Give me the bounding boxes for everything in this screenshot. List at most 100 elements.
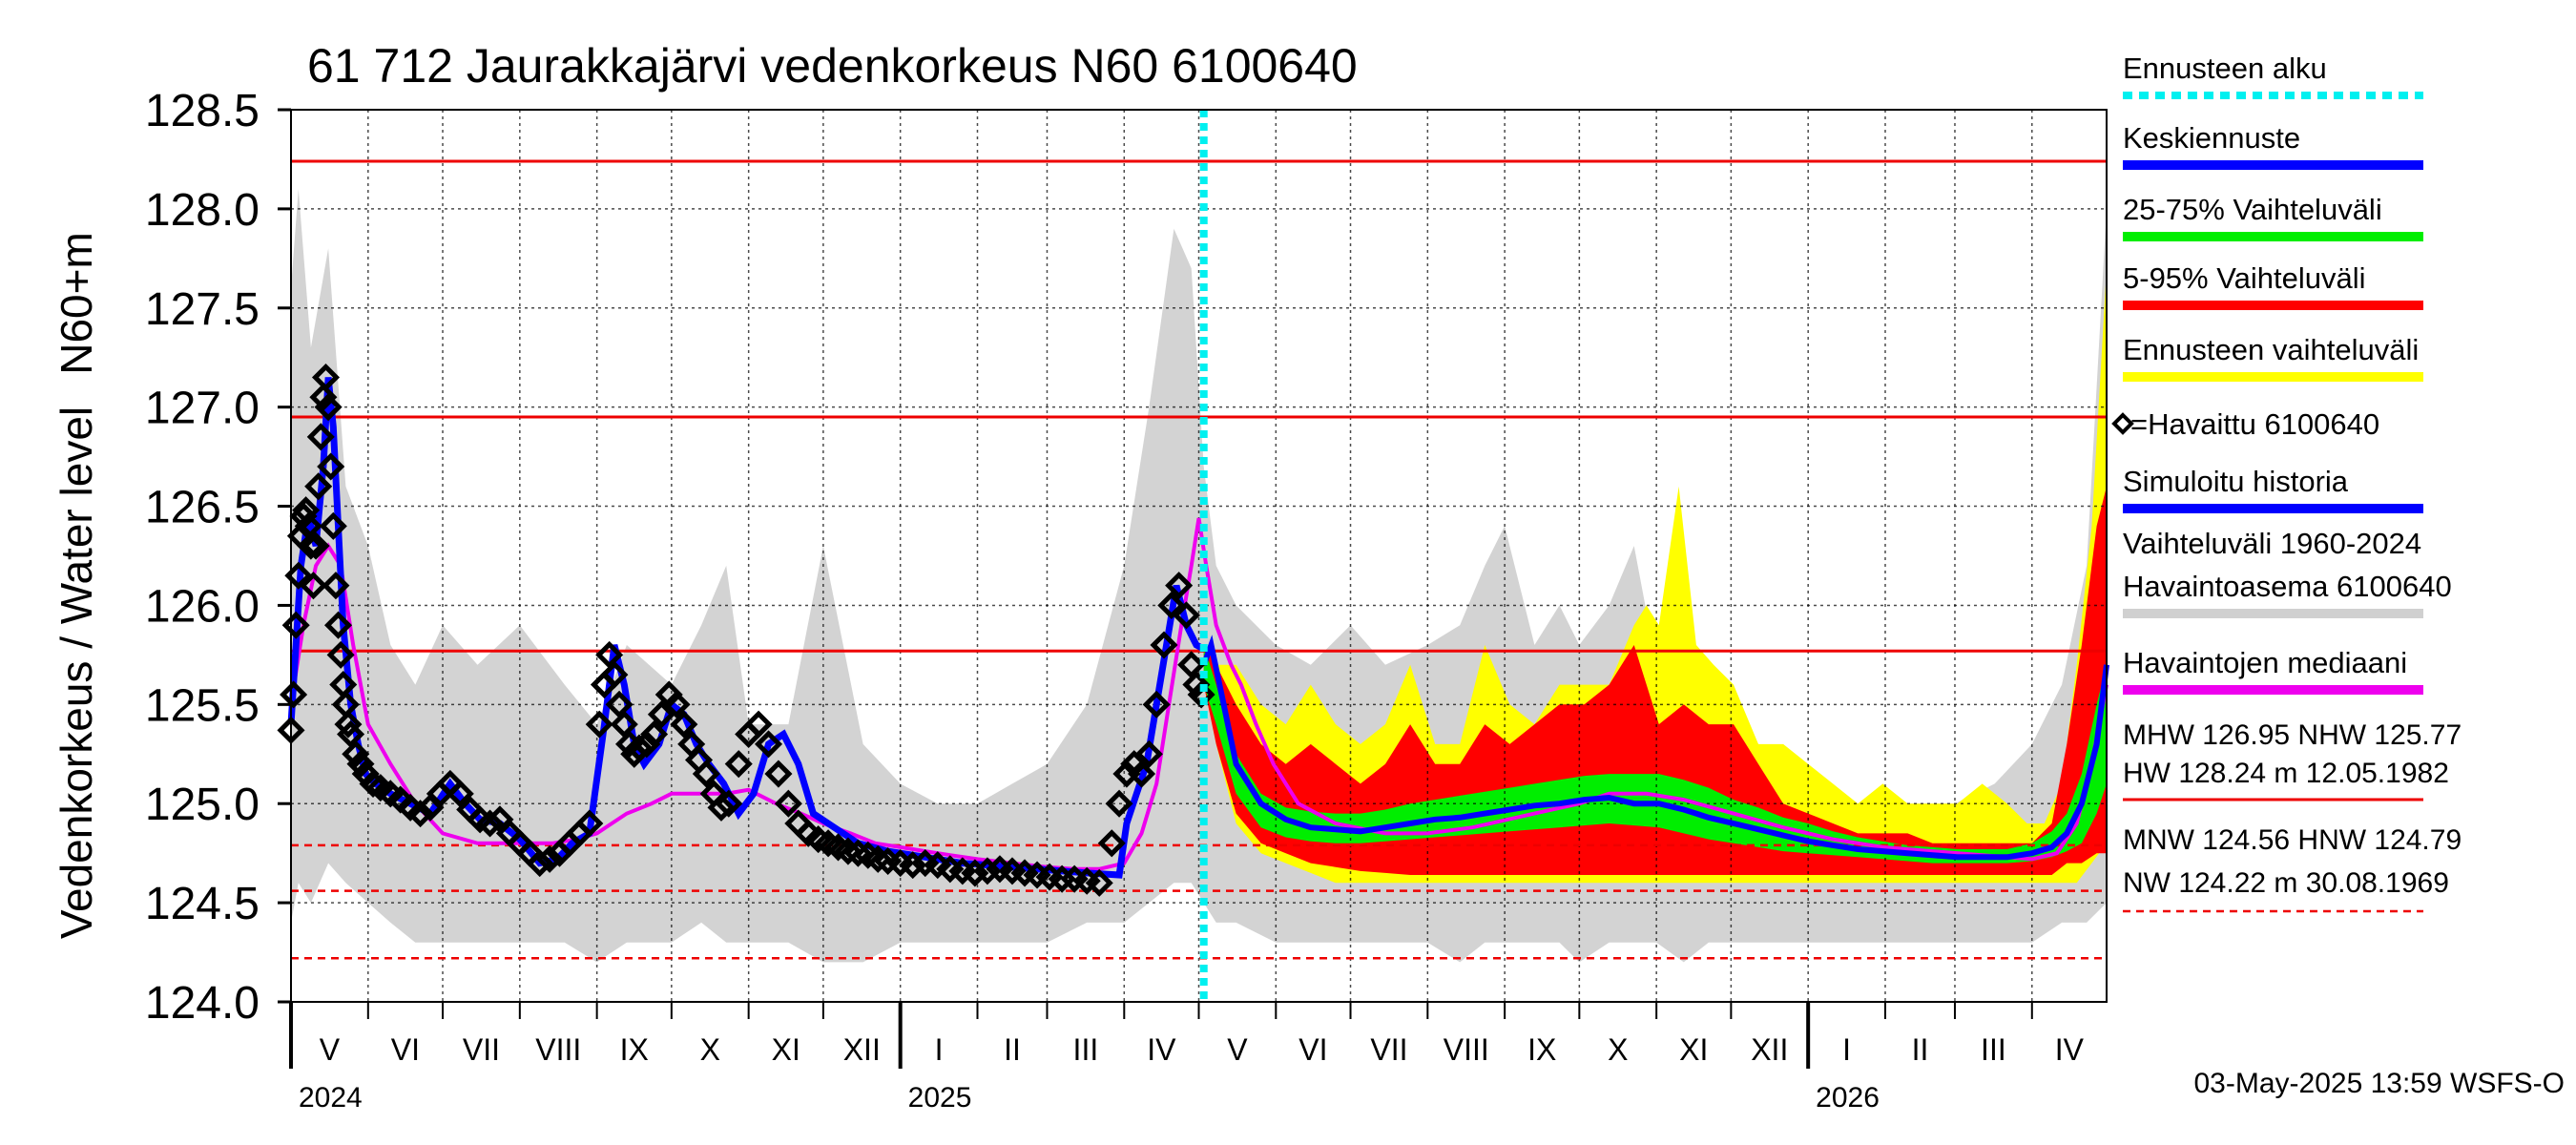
observed-point (973, 857, 1002, 885)
p25-75-band (1203, 645, 2107, 864)
observed-point (322, 572, 350, 600)
month-label: XI (772, 1032, 800, 1067)
observed-point (715, 789, 743, 818)
legend: Ennusteen alku Keskiennuste 25-75% Vaihtel… (2111, 52, 2462, 913)
year-label: 2024 (299, 1082, 363, 1114)
observed-point (1172, 601, 1201, 630)
y-tick-label: 125.5 (145, 680, 260, 731)
observed-point (754, 730, 783, 759)
month-label: IX (620, 1032, 649, 1067)
observed-point (306, 423, 335, 451)
month-label: VIII (1444, 1032, 1489, 1067)
month-label: IX (1527, 1032, 1556, 1067)
legend-label: Ennusteen vaihteluväli (2123, 333, 2419, 366)
legend-label: 25-75% Vaihteluväli (2123, 193, 2382, 226)
month-label: I (1842, 1032, 1851, 1067)
observed-point (326, 640, 355, 669)
observed-point (297, 531, 325, 560)
observed-point (1165, 572, 1194, 600)
observed-point (476, 809, 505, 838)
observed-point (317, 452, 345, 481)
observed-point (334, 710, 363, 739)
month-label: III (1073, 1032, 1099, 1067)
month-label: II (1004, 1032, 1021, 1067)
legend-label: Keskiennuste (2123, 121, 2300, 155)
observed-point (670, 710, 698, 739)
legend-label: Vaihteluväli 1960-2024 (2123, 527, 2421, 560)
month-label: X (700, 1032, 720, 1067)
y-tick-label: 128.0 (145, 185, 260, 236)
month-label: VI (391, 1032, 420, 1067)
observed-point (633, 730, 661, 759)
month-label: XII (1751, 1032, 1788, 1067)
timestamp-label: 03-May-2025 13:59 WSFS-O (2194, 1068, 2566, 1099)
chart-title: 61 712 Jaurakkajärvi vedenkorkeus N60 61… (307, 39, 1358, 93)
observed-point (1157, 591, 1186, 619)
observed-point (301, 531, 330, 560)
observed-point (585, 710, 613, 739)
legend-marker (2111, 412, 2134, 435)
observed-point (311, 363, 341, 392)
median-forecast-line (1200, 635, 2109, 861)
observed-point (707, 793, 736, 822)
observed-point (600, 660, 629, 689)
observed-point (342, 739, 370, 768)
observed-point (662, 690, 691, 718)
y-tick-label: 128.5 (145, 86, 260, 136)
year-label: 2026 (1816, 1082, 1880, 1114)
observed-point (309, 383, 338, 411)
observed-point (346, 750, 375, 779)
month-label: III (1981, 1032, 2006, 1067)
observed-point (299, 572, 327, 600)
y-tick-label: 124.0 (145, 978, 260, 1029)
observed-point (280, 680, 308, 709)
observed-point (595, 640, 624, 669)
observed-point (535, 844, 564, 873)
observed-point (640, 719, 669, 749)
observed-point (774, 789, 802, 818)
observed-point (961, 859, 989, 887)
observed-point (304, 472, 333, 501)
observed-point (1182, 671, 1211, 699)
observed-point (406, 800, 435, 828)
y-tick-label: 125.0 (145, 780, 260, 830)
observed-point (1177, 651, 1206, 679)
stats-nw: NW 124.22 m 30.08.1969 (2123, 867, 2449, 899)
year-label: 2025 (908, 1082, 972, 1114)
y-tick-label: 127.5 (145, 284, 260, 335)
observed-point (605, 690, 634, 718)
y-axis-unit-label: N60+m (52, 232, 101, 375)
observed-point (1105, 789, 1133, 818)
observed-point (724, 750, 753, 779)
month-label: VI (1298, 1032, 1327, 1067)
month-label: V (1227, 1032, 1248, 1067)
month-label: VII (463, 1032, 500, 1067)
stats-hw: HW 128.24 m 12.05.1982 (2123, 758, 2449, 789)
month-label: IV (1147, 1032, 1176, 1067)
observed-point (281, 611, 310, 639)
legend-label: Havaintojen mediaani (2123, 646, 2407, 679)
forecast-range-band (1203, 268, 2107, 884)
legend-label: =Havaittu 6100640 (2130, 407, 2379, 441)
legend-label: 5-95% Vaihteluväli (2123, 261, 2365, 295)
observed-point (526, 849, 554, 878)
legend-label: Ennusteen alku (2123, 52, 2327, 85)
y-tick-label: 126.0 (145, 581, 260, 632)
observed-point (692, 760, 720, 788)
month-label: V (320, 1032, 341, 1067)
month-label: XII (843, 1032, 881, 1067)
observed-point (647, 700, 675, 729)
observed-point (625, 734, 654, 762)
month-label: II (1912, 1032, 1929, 1067)
observed-point (1142, 690, 1171, 718)
month-label: VIII (535, 1032, 581, 1067)
month-label: VII (1370, 1032, 1407, 1067)
legend-label: Havaintoasema 6100640 (2123, 570, 2452, 603)
observed-point (899, 851, 927, 880)
month-label: I (935, 1032, 944, 1067)
stats-mhw-nhw: MHW 126.95 NHW 125.77 (2123, 719, 2462, 751)
y-tick-label: 127.0 (145, 384, 260, 434)
y-tick-label: 124.5 (145, 879, 260, 929)
observed-point (610, 710, 638, 739)
observed-point (314, 393, 343, 422)
